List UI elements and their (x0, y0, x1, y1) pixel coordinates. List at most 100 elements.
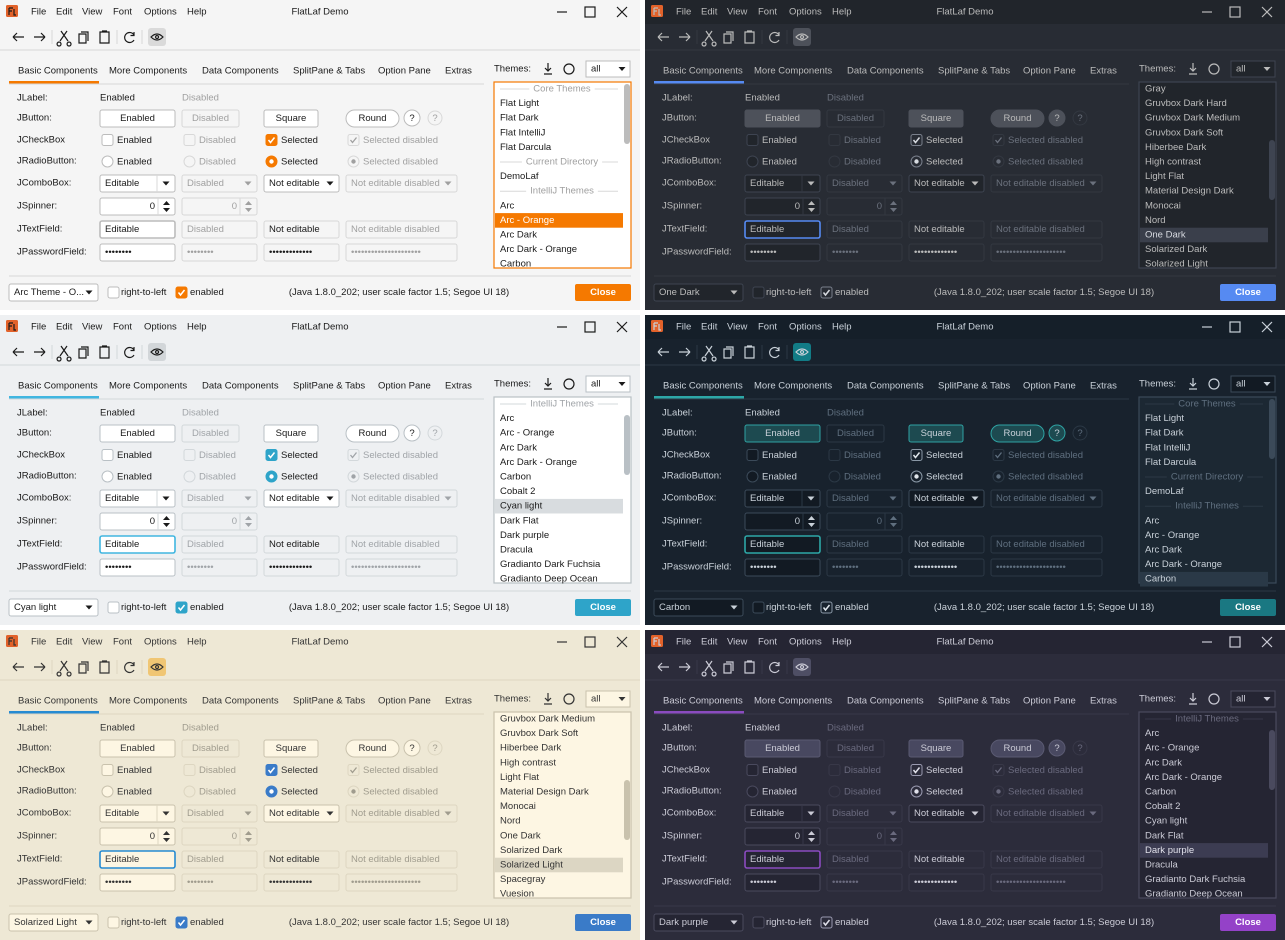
theme-item[interactable]: Dark Flat (500, 515, 539, 526)
theme-item[interactable]: Monocai (500, 801, 536, 812)
theme-item[interactable]: Arc Dark (1145, 545, 1182, 556)
maximize-button[interactable] (1229, 636, 1241, 648)
theme-item[interactable]: Arc - Orange (1145, 530, 1199, 541)
radio-button[interactable] (101, 785, 114, 798)
help-button[interactable] (403, 424, 421, 442)
menu-item[interactable]: View (82, 7, 103, 18)
menu-item[interactable]: File (676, 637, 691, 648)
button-label[interactable]: Square (921, 743, 952, 754)
theme-item[interactable]: One Dark (500, 830, 541, 841)
spinner[interactable] (99, 827, 176, 846)
button[interactable] (908, 424, 964, 443)
tab[interactable]: SplitPane & Tabs (293, 66, 365, 77)
theme-item[interactable]: Flat IntelliJ (1145, 442, 1191, 453)
theme-item[interactable]: Material Design Dark (1145, 186, 1234, 197)
enabled-checkbox[interactable] (175, 286, 188, 299)
help-label[interactable]: ? (1054, 743, 1059, 754)
menu-item[interactable]: Help (832, 322, 852, 333)
menu-item[interactable]: View (727, 637, 748, 648)
text-field[interactable] (908, 850, 985, 869)
tab[interactable]: SplitPane & Tabs (938, 696, 1010, 707)
tab[interactable]: Option Pane (378, 66, 431, 77)
button-label[interactable]: Round (359, 428, 387, 439)
password-field[interactable] (744, 873, 821, 892)
menu-item[interactable]: File (31, 7, 46, 18)
password-field[interactable] (263, 873, 340, 892)
github-icon[interactable] (563, 378, 575, 390)
password-field[interactable] (99, 558, 176, 577)
menu-item[interactable]: Edit (56, 637, 73, 648)
rtl-checkbox[interactable] (107, 286, 120, 299)
close-label[interactable]: Close (590, 917, 616, 928)
help-button[interactable] (403, 109, 421, 127)
button-label[interactable]: Round (359, 743, 387, 754)
tab[interactable]: Extras (445, 381, 472, 392)
text-field[interactable] (744, 535, 821, 554)
button[interactable] (99, 109, 176, 128)
tab[interactable]: Basic Components (663, 381, 743, 392)
help-label[interactable]: ? (409, 428, 414, 439)
tab[interactable]: Basic Components (663, 696, 743, 707)
menu-item[interactable]: Help (832, 637, 852, 648)
button[interactable] (345, 424, 400, 443)
tab[interactable]: Extras (1090, 696, 1117, 707)
button[interactable] (345, 739, 400, 758)
button[interactable] (990, 109, 1045, 128)
spinner[interactable] (744, 197, 821, 216)
spinner[interactable] (744, 512, 821, 531)
menu-item[interactable]: Help (832, 7, 852, 18)
checkbox[interactable] (101, 764, 114, 776)
close-button[interactable] (1220, 914, 1276, 931)
help-label[interactable]: ? (409, 113, 414, 124)
help-label[interactable]: ? (409, 743, 414, 754)
text-field[interactable] (99, 220, 176, 239)
theme-item[interactable]: Solarized Light (500, 860, 563, 871)
theme-item[interactable]: Flat Light (500, 98, 539, 109)
combo-box[interactable] (99, 804, 176, 823)
button[interactable] (263, 424, 319, 443)
button-label[interactable]: Enabled (765, 428, 800, 439)
theme-item[interactable]: Gruvbox Dark Soft (1145, 127, 1223, 138)
rtl-checkbox[interactable] (752, 286, 765, 299)
theme-item[interactable]: Arc Dark (500, 230, 537, 241)
theme-item[interactable]: Arc - Orange (1145, 743, 1199, 754)
menu-item[interactable]: Edit (701, 7, 718, 18)
theme-item[interactable]: Dark Flat (1145, 830, 1184, 841)
combo-box[interactable] (744, 174, 821, 193)
button[interactable] (908, 109, 964, 128)
enabled-label[interactable]: enabled (835, 602, 869, 613)
enabled-checkbox[interactable] (175, 916, 188, 929)
tab[interactable]: Extras (1090, 66, 1117, 77)
combo-box[interactable] (263, 804, 340, 823)
theme-item[interactable]: Solarized Light (1145, 259, 1208, 270)
theme-item[interactable]: Gradianto Deep Ocean (500, 574, 598, 585)
button[interactable] (744, 739, 821, 758)
rtl-label[interactable]: right-to-left (766, 917, 812, 928)
theme-item[interactable]: Gruvbox Dark Hard (1145, 98, 1227, 109)
combo-box[interactable] (263, 489, 340, 508)
menu-item[interactable]: View (727, 322, 748, 333)
close-label[interactable]: Close (590, 287, 616, 298)
checkbox[interactable] (265, 764, 278, 776)
theme-item[interactable]: Vuesion (500, 889, 534, 900)
github-icon[interactable] (1208, 378, 1220, 390)
theme-item[interactable]: Arc Dark - Orange (1145, 772, 1222, 783)
theme-item[interactable]: Flat Dark (1145, 428, 1184, 439)
button[interactable] (99, 739, 176, 758)
theme-item[interactable]: Carbon (1145, 787, 1176, 798)
text-field[interactable] (744, 220, 821, 239)
theme-item[interactable]: Carbon (500, 259, 531, 270)
menu-item[interactable]: Font (758, 7, 777, 18)
tab[interactable]: Data Components (847, 696, 924, 707)
button-label[interactable]: Square (921, 428, 952, 439)
combo-box[interactable] (99, 489, 176, 508)
theme-item[interactable]: Arc (1145, 515, 1160, 526)
theme-item[interactable]: Light Flat (500, 772, 539, 783)
text-field[interactable] (908, 535, 985, 554)
theme-item[interactable]: Cobalt 2 (1145, 801, 1180, 812)
theme-item[interactable]: Dracula (1145, 860, 1178, 871)
button-label[interactable]: Square (276, 428, 307, 439)
combo-box[interactable] (908, 489, 985, 508)
radio-button[interactable] (746, 155, 759, 168)
theme-item[interactable]: Gruvbox Dark Soft (500, 728, 578, 739)
